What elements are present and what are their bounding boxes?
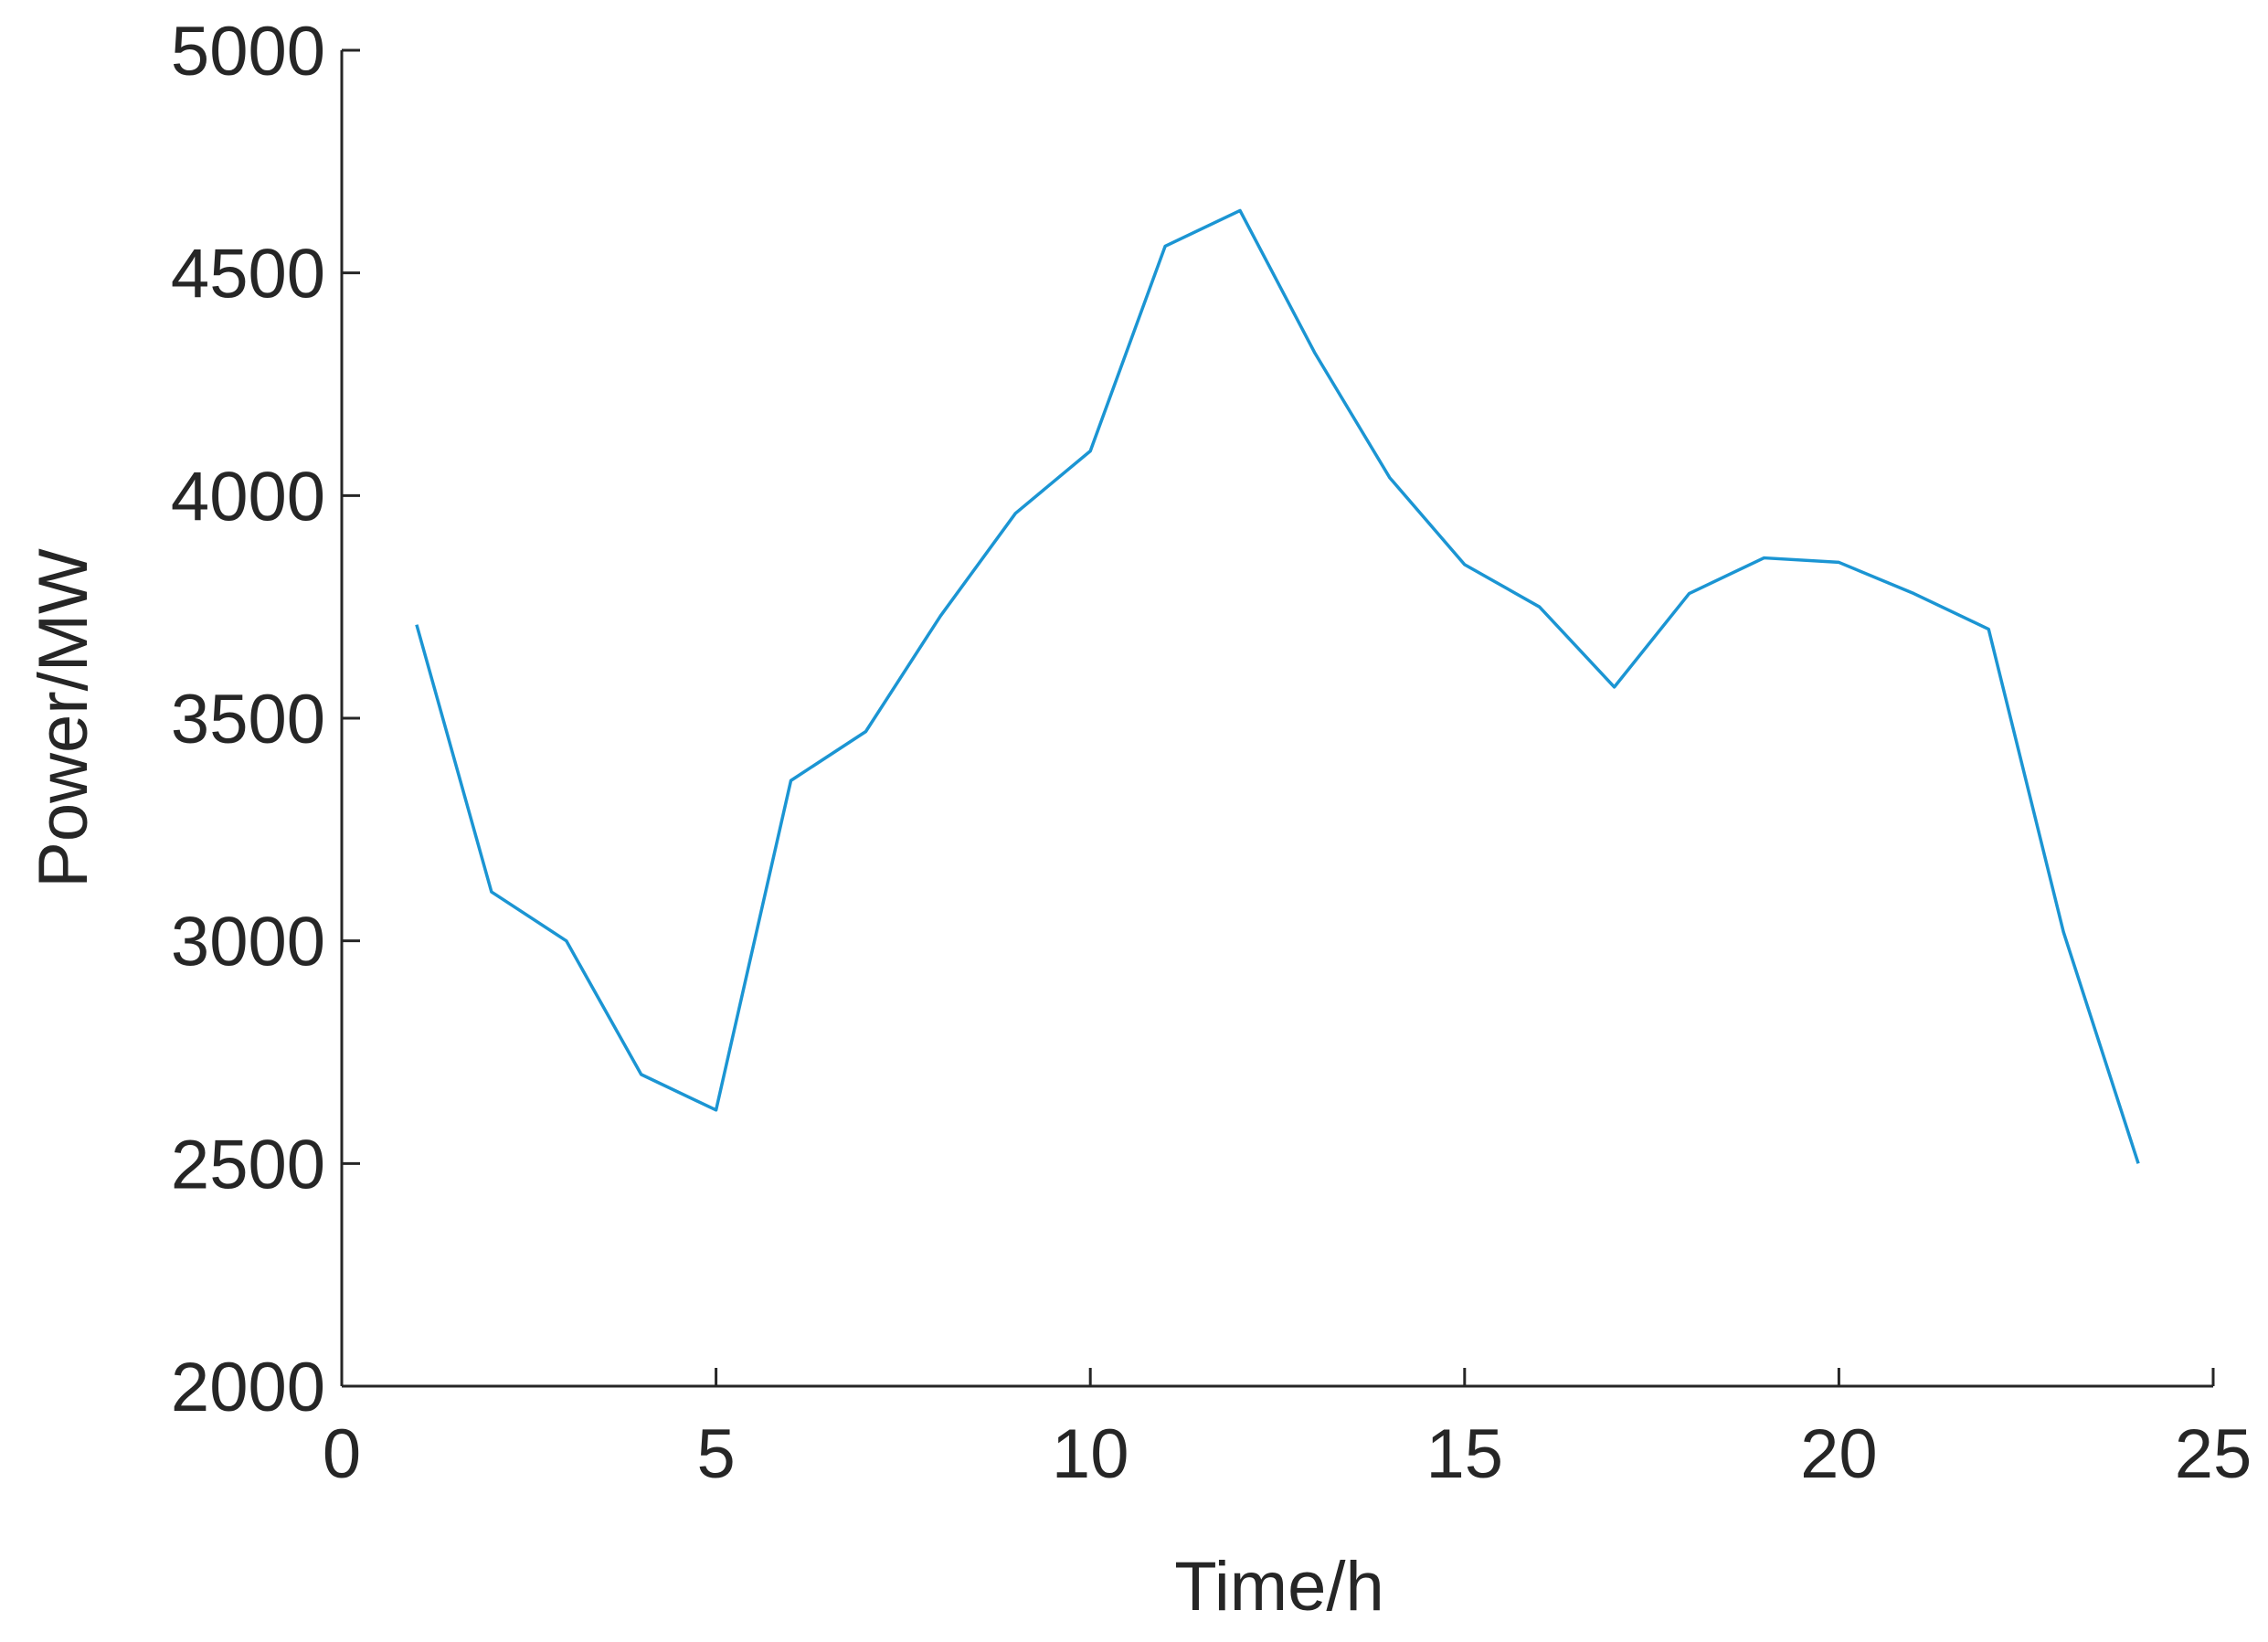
x-tick-label: 5 [696,1415,735,1493]
x-tick-label: 25 [2175,1415,2252,1493]
x-tick-label: 15 [1426,1415,1504,1493]
y-tick-label: 2000 [171,1349,325,1426]
y-tick-label: 3500 [171,681,325,758]
x-axis-label: Time/h [1174,1548,1383,1626]
y-tick-label: 4000 [171,458,325,535]
x-tick-label: 20 [1800,1415,1878,1493]
y-tick-label: 2500 [171,1126,325,1203]
y-tick-label: 3000 [171,904,325,981]
data-line [415,208,2140,1164]
y-tick-label: 4500 [171,236,325,313]
x-tick-label: 0 [323,1415,361,1493]
y-tick-label: 5000 [171,13,325,90]
x-tick-label: 10 [1052,1415,1129,1493]
y-axis-label: Power/MW [25,548,102,888]
